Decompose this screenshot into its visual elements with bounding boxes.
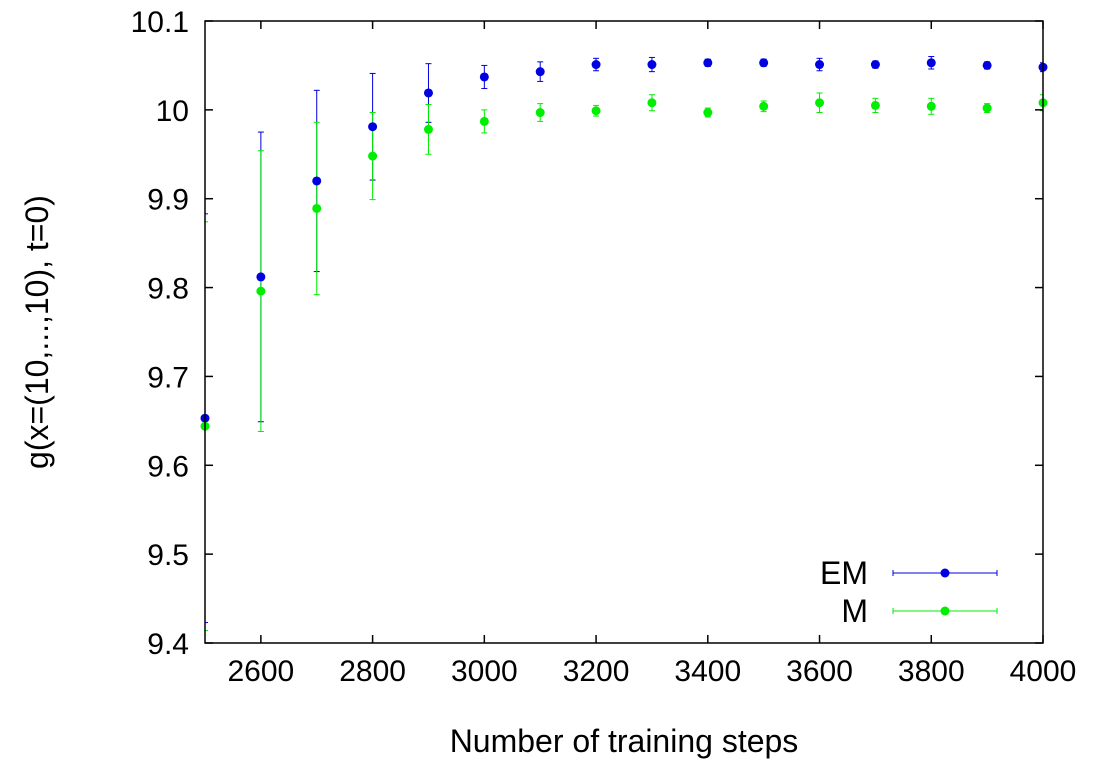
em-point-9 bbox=[703, 58, 713, 68]
em-point-7 bbox=[591, 60, 601, 70]
em-point-1 bbox=[256, 272, 266, 282]
em-point-11 bbox=[815, 60, 825, 70]
legend-label-em: EM bbox=[820, 555, 868, 591]
y-tick-label-5: 9.9 bbox=[147, 184, 189, 217]
x-tick-label-4: 3400 bbox=[674, 655, 741, 688]
em-point-3 bbox=[368, 122, 378, 132]
error-bars-layer bbox=[204, 56, 1044, 632]
x-tick-label-0: 2600 bbox=[227, 655, 294, 688]
m-point-7 bbox=[591, 106, 601, 116]
m-point-13 bbox=[926, 101, 936, 111]
m-point-10 bbox=[759, 101, 769, 111]
x-axis-title: Number of training steps bbox=[450, 723, 799, 759]
em-point-14 bbox=[982, 60, 992, 70]
m-point-12 bbox=[870, 100, 880, 110]
x-tick-label-6: 3800 bbox=[898, 655, 965, 688]
y-tick-label-3: 9.7 bbox=[147, 361, 189, 394]
x-tick-label-3: 3200 bbox=[563, 655, 630, 688]
m-point-6 bbox=[535, 108, 545, 118]
m-point-2 bbox=[312, 203, 322, 213]
y-tick-label-6: 10 bbox=[156, 95, 189, 128]
em-point-13 bbox=[926, 58, 936, 68]
axis-ticks: 2600 2800 3000 3200 3400 3600 3800 4000 9.4 9.5 9.… bbox=[131, 6, 1077, 688]
em-point-2 bbox=[312, 176, 322, 186]
em-point-5 bbox=[479, 72, 489, 82]
y-tick-label-7: 10.1 bbox=[131, 6, 189, 39]
x-tick-label-2: 3000 bbox=[451, 655, 518, 688]
y-tick-label-1: 9.5 bbox=[147, 539, 189, 572]
plot-area-frame bbox=[204, 20, 1044, 644]
em-point-4 bbox=[423, 88, 433, 98]
m-point-5 bbox=[479, 116, 489, 126]
legend-marker-em bbox=[940, 568, 950, 578]
em-point-10 bbox=[759, 58, 769, 68]
legend-marker-m bbox=[940, 606, 950, 616]
x-tick-label-1: 2800 bbox=[339, 655, 406, 688]
x-tick-label-7: 4000 bbox=[1010, 655, 1077, 688]
legend-label-m: M bbox=[841, 593, 868, 629]
m-point-8 bbox=[647, 98, 657, 108]
legend: EMM bbox=[820, 555, 998, 629]
m-point-1 bbox=[256, 286, 266, 296]
y-axis-title: g(x=(10,...,10), t=0) bbox=[19, 195, 55, 469]
y-tick-label-4: 9.8 bbox=[147, 273, 189, 306]
data-points-layer bbox=[200, 58, 1048, 431]
m-point-4 bbox=[423, 124, 433, 134]
em-point-6 bbox=[535, 67, 545, 77]
m-point-3 bbox=[368, 151, 378, 161]
m-point-14 bbox=[982, 103, 992, 113]
x-tick-label-5: 3600 bbox=[786, 655, 853, 688]
em-point-8 bbox=[647, 60, 657, 70]
y-tick-label-2: 9.6 bbox=[147, 450, 189, 483]
m-point-9 bbox=[703, 108, 713, 118]
m-point-11 bbox=[815, 98, 825, 108]
y-tick-label-0: 9.4 bbox=[147, 628, 189, 661]
em-point-12 bbox=[870, 60, 880, 70]
